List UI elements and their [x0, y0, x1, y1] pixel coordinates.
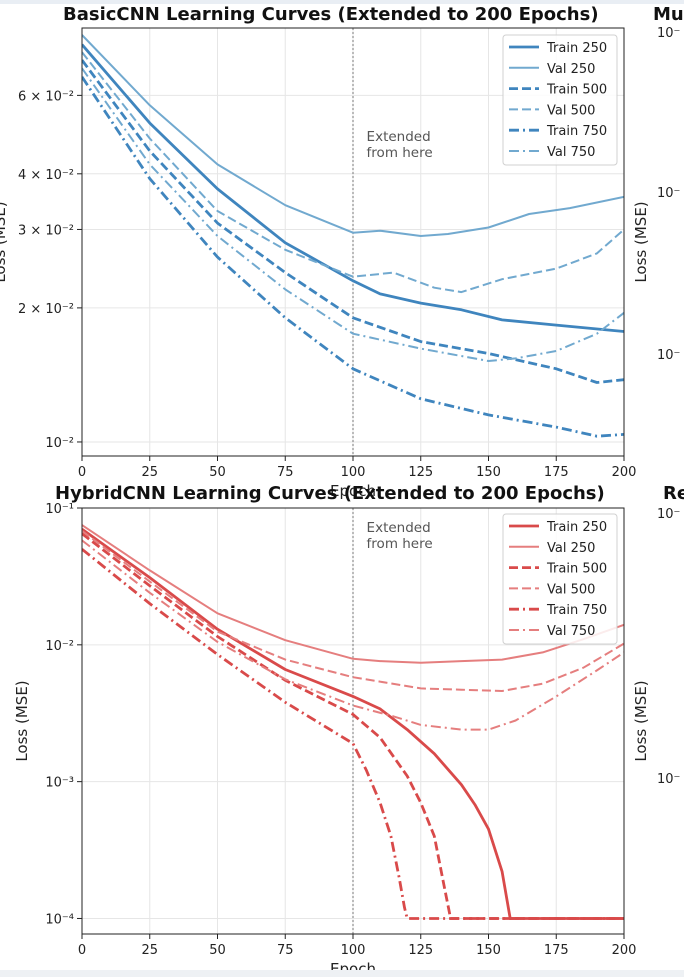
chart-title: BasicCNN Learning Curves (Extended to 20… [63, 4, 599, 25]
series-group [82, 34, 624, 438]
chart-title: HybridCNN Learning Curves (Extended to 2… [55, 483, 605, 504]
y-tick-label: 2 × 10⁻² [18, 302, 74, 317]
x-tick-label: 0 [78, 465, 86, 480]
clipped-tick-label: 10⁻ [657, 772, 680, 787]
x-tick-label: 100 [341, 465, 366, 480]
legend-label: Val 750 [547, 145, 595, 160]
y-axis-label: Loss (MSE) [13, 680, 31, 761]
series-group [82, 524, 624, 920]
legend-label: Val 250 [547, 541, 595, 556]
clipped-tick-label: 10⁻ [657, 348, 680, 363]
legend-label: Train 750 [546, 124, 607, 139]
clipped-tick-label: 10⁻ [657, 507, 680, 522]
annotation-text: from here [367, 536, 433, 552]
series-line-train-500 [82, 532, 624, 920]
clipped-title-fragment: Mu [653, 4, 684, 25]
x-tick-label: 150 [476, 465, 501, 480]
x-tick-label: 75 [277, 465, 294, 480]
legend-label: Train 500 [546, 562, 607, 577]
x-tick-label: 50 [209, 943, 226, 958]
y-tick-label: 10⁻² [45, 436, 74, 451]
clipped-right-panels: Mu Re Loss (MSE) Loss (MSE) 10⁻ 10⁻ 10⁻ 10⁻ 10⁻ [632, 4, 684, 787]
clipped-title-fragment: Re [663, 483, 684, 504]
clipped-y-axis-label: Loss (MSE) [632, 680, 650, 761]
x-tick-label: 200 [612, 943, 637, 958]
x-tick-label: 0 [78, 943, 86, 958]
x-tick-label: 25 [141, 943, 158, 958]
annotation-text: from here [367, 145, 433, 161]
series-line-train-500 [82, 59, 624, 384]
series-line-train-750 [82, 76, 624, 438]
window-bottom-strip [0, 970, 684, 977]
x-tick-label: 125 [408, 465, 433, 480]
y-tick-label: 10⁻¹ [45, 502, 74, 517]
legend-label: Val 750 [547, 624, 595, 639]
y-tick-label: 3 × 10⁻² [18, 223, 74, 238]
legend-label: Val 500 [547, 103, 595, 118]
legend-label: Train 500 [546, 83, 607, 98]
clipped-y-axis-label: Loss (MSE) [632, 201, 650, 282]
series-line-val-500 [82, 51, 624, 294]
legend-label: Train 250 [546, 41, 607, 56]
annotation-text: Extended [367, 520, 431, 536]
x-tick-label: 50 [209, 465, 226, 480]
annotation-text: Extended [367, 129, 431, 145]
series-line-val-250 [82, 34, 624, 237]
x-tick-label: 200 [612, 465, 637, 480]
x-tick-label: 25 [141, 465, 158, 480]
x-tick-label: 175 [544, 943, 569, 958]
y-axis-label: Loss (MSE) [0, 201, 9, 282]
y-tick-label: 6 × 10⁻² [18, 89, 74, 104]
x-tick-label: 75 [277, 943, 294, 958]
legend-label: Train 750 [546, 603, 607, 618]
x-tick-label: 100 [341, 943, 366, 958]
series-line-val-750 [82, 67, 624, 362]
x-tick-label: 125 [408, 943, 433, 958]
x-tick-label: 175 [544, 465, 569, 480]
series-line-train-250 [82, 528, 624, 920]
x-axis-label: Epoch [330, 482, 376, 500]
series-line-val-750 [82, 539, 624, 731]
legend-label: Val 500 [547, 582, 595, 597]
legend-label: Val 250 [547, 62, 595, 77]
window-top-strip [0, 0, 684, 4]
legend-label: Train 250 [546, 520, 607, 535]
clipped-tick-label: 10⁻ [657, 186, 680, 201]
y-tick-label: 10⁻³ [45, 776, 74, 791]
series-line-val-500 [82, 530, 624, 692]
y-tick-label: 4 × 10⁻² [18, 168, 74, 183]
series-line-train-250 [82, 43, 624, 333]
y-tick-label: 10⁻² [45, 639, 74, 654]
clipped-tick-label: 10⁻ [657, 26, 680, 41]
x-tick-label: 150 [476, 943, 501, 958]
series-line-train-750 [82, 548, 624, 920]
series-line-val-250 [82, 524, 624, 664]
y-tick-label: 10⁻⁴ [45, 912, 74, 927]
